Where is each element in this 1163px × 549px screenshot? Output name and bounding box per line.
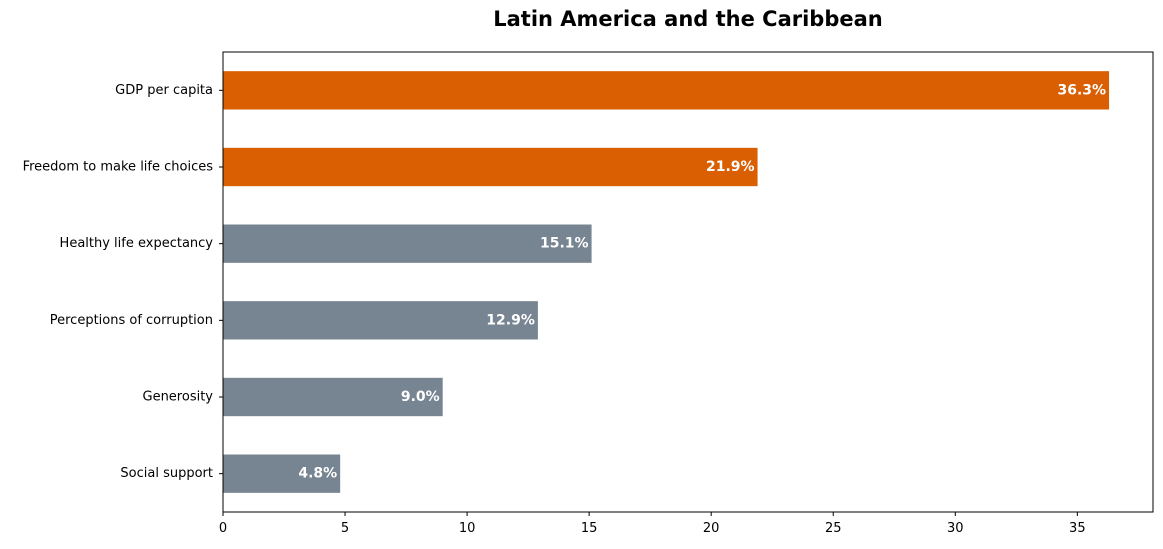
x-tick-label: 10 [459,521,476,536]
x-tick-label: 15 [581,521,598,536]
bar [223,147,758,187]
category-label: Healthy life expectancy [60,236,214,251]
category-label: Generosity [143,390,214,405]
x-tick-label: 35 [1069,521,1086,536]
bar-value-label: 21.9% [706,159,755,175]
category-label: GDP per capita [115,83,213,98]
x-tick-label: 20 [703,521,720,536]
bar [223,71,1110,110]
bar-labels-group: 36.3% 21.9% 15.1% 12.9% 9.0% 4.8% [298,82,1106,481]
bar-value-label: 12.9% [486,312,535,328]
bar [223,301,538,340]
bars-group [223,71,1110,493]
category-label: Freedom to make life choices [23,160,214,175]
plot-frame [222,51,1154,513]
bar [223,377,443,417]
x-tick-label: 25 [825,521,842,536]
bar [223,454,341,493]
category-label: Social support [120,466,213,481]
category-label: Perceptions of corruption [50,313,213,328]
bar-value-label: 36.3% [1057,82,1106,98]
bar-value-label: 4.8% [298,466,337,482]
x-tick-label: 0 [219,521,227,536]
bar [223,224,592,263]
bar-value-label: 9.0% [401,389,440,405]
x-tick-label: 30 [947,521,964,536]
chart-title: Latin America and the Caribbean [493,7,882,31]
x-axis-ticks-group: 0 5 10 15 20 25 30 35 [219,512,1086,536]
x-tick-label: 5 [341,521,349,536]
bar-value-label: 15.1% [540,236,589,252]
category-labels-group: GDP per capita Freedom to make life choic… [23,83,223,481]
